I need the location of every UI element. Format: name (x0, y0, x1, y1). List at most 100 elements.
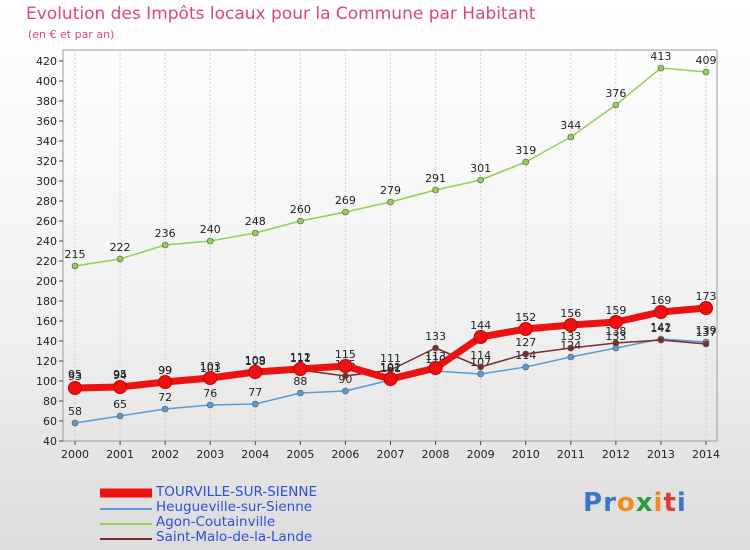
legend-item-saint-malo: Saint-Malo-de-la-Lande (100, 529, 420, 545)
data-label: 95 (68, 368, 82, 381)
data-point (522, 363, 530, 371)
data-point (251, 400, 259, 408)
legend-label-tourville: TOURVILLE-SUR-SIENNE (156, 484, 318, 500)
y-tick-label: 40 (43, 435, 57, 448)
data-point (116, 412, 124, 420)
y-tick-label: 160 (36, 315, 57, 328)
data-point (251, 229, 259, 237)
legend-item-agon: Agon-Coutainville (100, 514, 420, 530)
data-label: 156 (560, 307, 581, 320)
data-label: 133 (425, 330, 446, 343)
data-label: 88 (293, 375, 307, 388)
legend-item-tourville: TOURVILLE-SUR-SIENNE (100, 484, 420, 500)
y-tick-label: 280 (36, 195, 57, 208)
data-point (203, 371, 218, 385)
data-label: 133 (560, 330, 581, 343)
x-tick-label: 2010 (512, 448, 540, 461)
data-point (158, 375, 173, 389)
y-tick-label: 320 (36, 155, 57, 168)
data-point (206, 237, 214, 245)
logo-letter: o (616, 488, 636, 518)
x-tick-label: 2008 (422, 448, 450, 461)
data-point (206, 401, 214, 409)
x-tick-label: 2006 (331, 448, 359, 461)
data-point (338, 359, 353, 373)
legend-swatch-tourville (100, 488, 152, 498)
x-tick-label: 2007 (377, 448, 405, 461)
data-point (522, 350, 530, 358)
data-point (248, 365, 263, 379)
data-point (428, 361, 443, 375)
data-label: 376 (605, 87, 626, 100)
x-tick-label: 2000 (61, 448, 89, 461)
data-label: 152 (515, 311, 536, 324)
data-label: 77 (248, 386, 262, 399)
logo-letter: t (663, 488, 677, 518)
data-label: 94 (113, 369, 127, 382)
data-label: 291 (425, 172, 446, 185)
x-tick-label: 2014 (692, 448, 720, 461)
data-label: 260 (290, 203, 311, 216)
data-point (297, 389, 304, 397)
legend-label-agon: Agon-Coutainville (156, 514, 276, 530)
data-point (477, 370, 484, 378)
data-label: 99 (158, 364, 172, 377)
y-tick-label: 180 (36, 295, 57, 308)
data-label: 240 (200, 223, 221, 236)
data-label: 169 (650, 294, 671, 307)
data-point (563, 318, 578, 332)
y-tick-label: 120 (36, 355, 57, 368)
data-point (342, 372, 349, 380)
data-point (612, 101, 620, 109)
data-point (657, 336, 665, 344)
data-label: 409 (696, 54, 717, 67)
data-label: 137 (696, 326, 717, 339)
x-tick-label: 2011 (557, 448, 585, 461)
data-point (518, 322, 533, 336)
data-point (161, 241, 169, 249)
data-label: 127 (515, 336, 536, 349)
legend-swatch-saint-malo (100, 538, 152, 540)
proxiti-logo: Proxiti (583, 488, 687, 518)
data-label: 269 (335, 194, 356, 207)
logo-letter: P (583, 488, 604, 518)
data-point (71, 262, 79, 270)
data-point (432, 344, 439, 352)
data-label: 144 (470, 319, 491, 332)
logo-letter: r (603, 488, 617, 518)
legend-item-heugueville: Heugueville-sur-Sienne (100, 499, 420, 515)
data-label: 93 (68, 370, 82, 383)
data-point (342, 208, 349, 216)
data-label: 76 (203, 387, 217, 400)
x-tick-label: 2002 (151, 448, 179, 461)
legend-label-heugueville: Heugueville-sur-Sienne (156, 499, 313, 515)
x-tick-label: 2013 (647, 448, 675, 461)
data-point (657, 64, 665, 72)
data-point (293, 362, 308, 376)
data-point (567, 344, 575, 352)
data-label: 344 (560, 119, 581, 132)
data-label: 58 (68, 405, 82, 418)
x-tick-label: 2009 (467, 448, 495, 461)
data-point (608, 315, 623, 329)
data-label: 133 (605, 330, 626, 343)
data-point (522, 158, 530, 166)
data-label: 215 (65, 248, 86, 261)
data-label: 113 (425, 350, 446, 363)
legend: TOURVILLE-SUR-SIENNE Heugueville-sur-Sie… (100, 484, 420, 545)
data-label: 72 (158, 391, 172, 404)
data-point (116, 255, 124, 263)
data-label: 173 (696, 290, 717, 303)
y-tick-label: 200 (36, 275, 57, 288)
y-tick-label: 140 (36, 335, 57, 348)
x-tick-label: 2001 (106, 448, 134, 461)
data-point (383, 372, 398, 386)
data-label: 222 (110, 241, 131, 254)
legend-swatch-heugueville (100, 508, 152, 510)
data-label: 108 (245, 355, 266, 368)
data-point (387, 198, 394, 206)
data-label: 139 (696, 324, 717, 337)
data-point (477, 176, 484, 184)
data-label: 248 (245, 215, 266, 228)
data-label: 279 (380, 184, 401, 197)
